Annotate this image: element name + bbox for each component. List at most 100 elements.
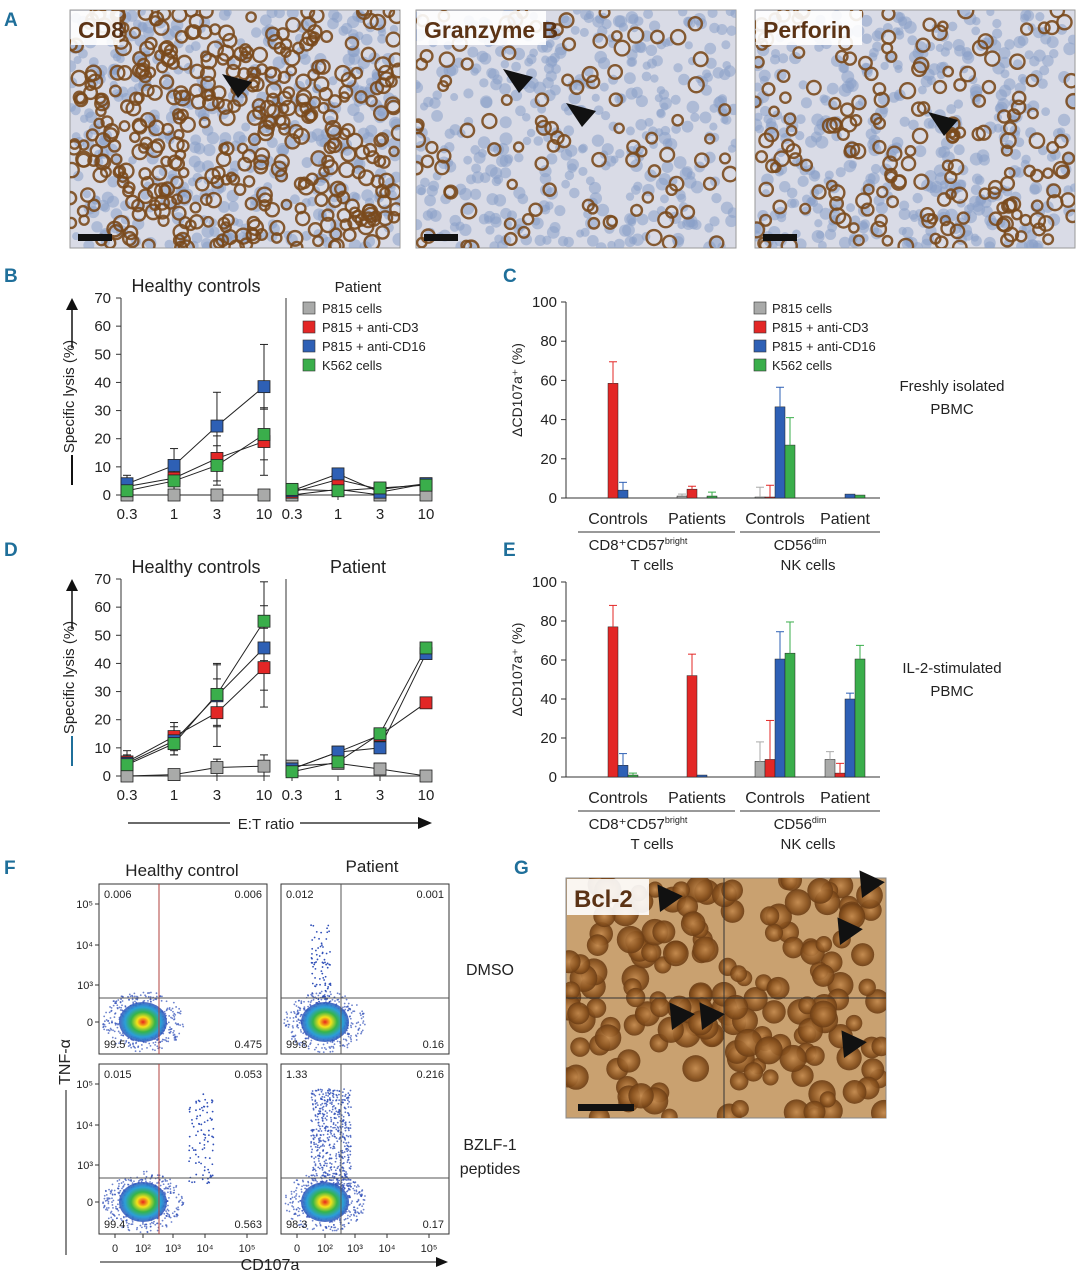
event-dot [310,924,312,927]
stained-cell [133,91,145,104]
event-dot [131,998,134,1001]
event-dot [286,1013,289,1015]
event-dot [347,1129,350,1132]
event-dot [347,1035,350,1038]
event-dot [138,1050,141,1053]
event-dot [116,1007,119,1010]
event-dot [149,1223,152,1225]
event-dot [320,931,323,934]
event-dot [160,999,163,1002]
stained-cell [320,30,334,44]
event-dot [358,1190,361,1193]
event-dot [117,1187,119,1190]
nucleus [712,67,725,79]
event-dot [108,1188,110,1191]
nucleus [656,86,666,95]
stained-cell [723,994,749,1020]
y-tick-label: 40 [94,374,111,391]
event-dot [311,1219,314,1222]
event-dot [349,1211,351,1213]
stained-cell [1028,132,1046,150]
event-dot [154,1223,157,1226]
stained-cell [807,878,834,904]
stained-cell [289,240,304,248]
stained-cell [285,64,298,77]
event-dot [328,1169,331,1172]
stained-cell [420,154,435,169]
nucleus [101,191,114,204]
nucleus [554,205,566,217]
event-dot [332,1126,335,1129]
event-dot [307,994,309,996]
event-dot [150,1221,153,1224]
stained-cell [237,156,253,172]
stained-cell [984,50,1001,67]
nucleus [533,81,547,95]
stained-cell [199,65,217,83]
event-dot [157,1037,159,1040]
nucleus [485,164,498,177]
event-dot [296,1020,298,1023]
event-dot [350,1185,352,1188]
event-dot [156,1045,159,1048]
stained-cell [758,132,775,149]
nucleus [226,189,239,203]
event-dot [112,1004,115,1007]
nucleus [644,117,654,127]
event-dot [159,1184,162,1187]
bar [607,383,619,499]
y-tick-label: 30 [94,684,111,701]
x-tick-label: 0.3 [117,787,138,804]
event-dot [139,1231,142,1234]
x-tick-label: 3 [376,787,384,804]
event-dot [204,1136,207,1139]
event-dot [315,1046,318,1049]
quadrant-value: 0.16 [423,1039,444,1051]
event-dot [350,1024,352,1027]
event-dot [188,1160,191,1163]
cell-type-main: CD8⁺CD57 [589,537,665,554]
event-dot [119,1032,121,1034]
event-dot [329,1228,332,1231]
data-point [167,488,181,502]
nucleus [1041,107,1051,116]
event-dot [105,1029,108,1031]
event-dot [288,1210,291,1213]
event-dot [318,992,321,995]
nucleus [227,201,239,212]
event-dot [326,1098,329,1101]
event-dot [344,1038,347,1041]
stained-cell [344,198,360,214]
nucleus [625,192,635,201]
nucleus [855,100,864,110]
event-dot [346,1005,349,1008]
event-dot [356,1032,359,1035]
nucleus [289,194,300,205]
series-line [291,473,427,493]
event-dot [131,1223,134,1226]
event-dot [318,977,321,980]
event-dot [147,995,150,998]
nucleus [126,10,138,22]
stained-cell [94,132,112,149]
event-dot [188,1180,191,1183]
stained-cell [188,214,205,230]
event-dot [191,1119,193,1121]
stained-cell [385,99,400,116]
event-dot [310,957,313,959]
event-dot [349,1015,351,1018]
legend-label: P815 + anti-CD3 [772,320,868,335]
category-label: Patient [820,790,870,807]
nucleus [193,142,206,155]
stained-cell [171,10,188,23]
stained-cell [761,82,776,97]
stained-cell [73,92,89,108]
series-line [126,765,265,777]
event-dot [325,1172,327,1175]
density-core [301,1002,349,1042]
stained-cell [671,113,685,127]
nucleus [971,26,981,36]
nucleus [682,217,695,231]
x-tick-label: 0.3 [282,506,303,523]
